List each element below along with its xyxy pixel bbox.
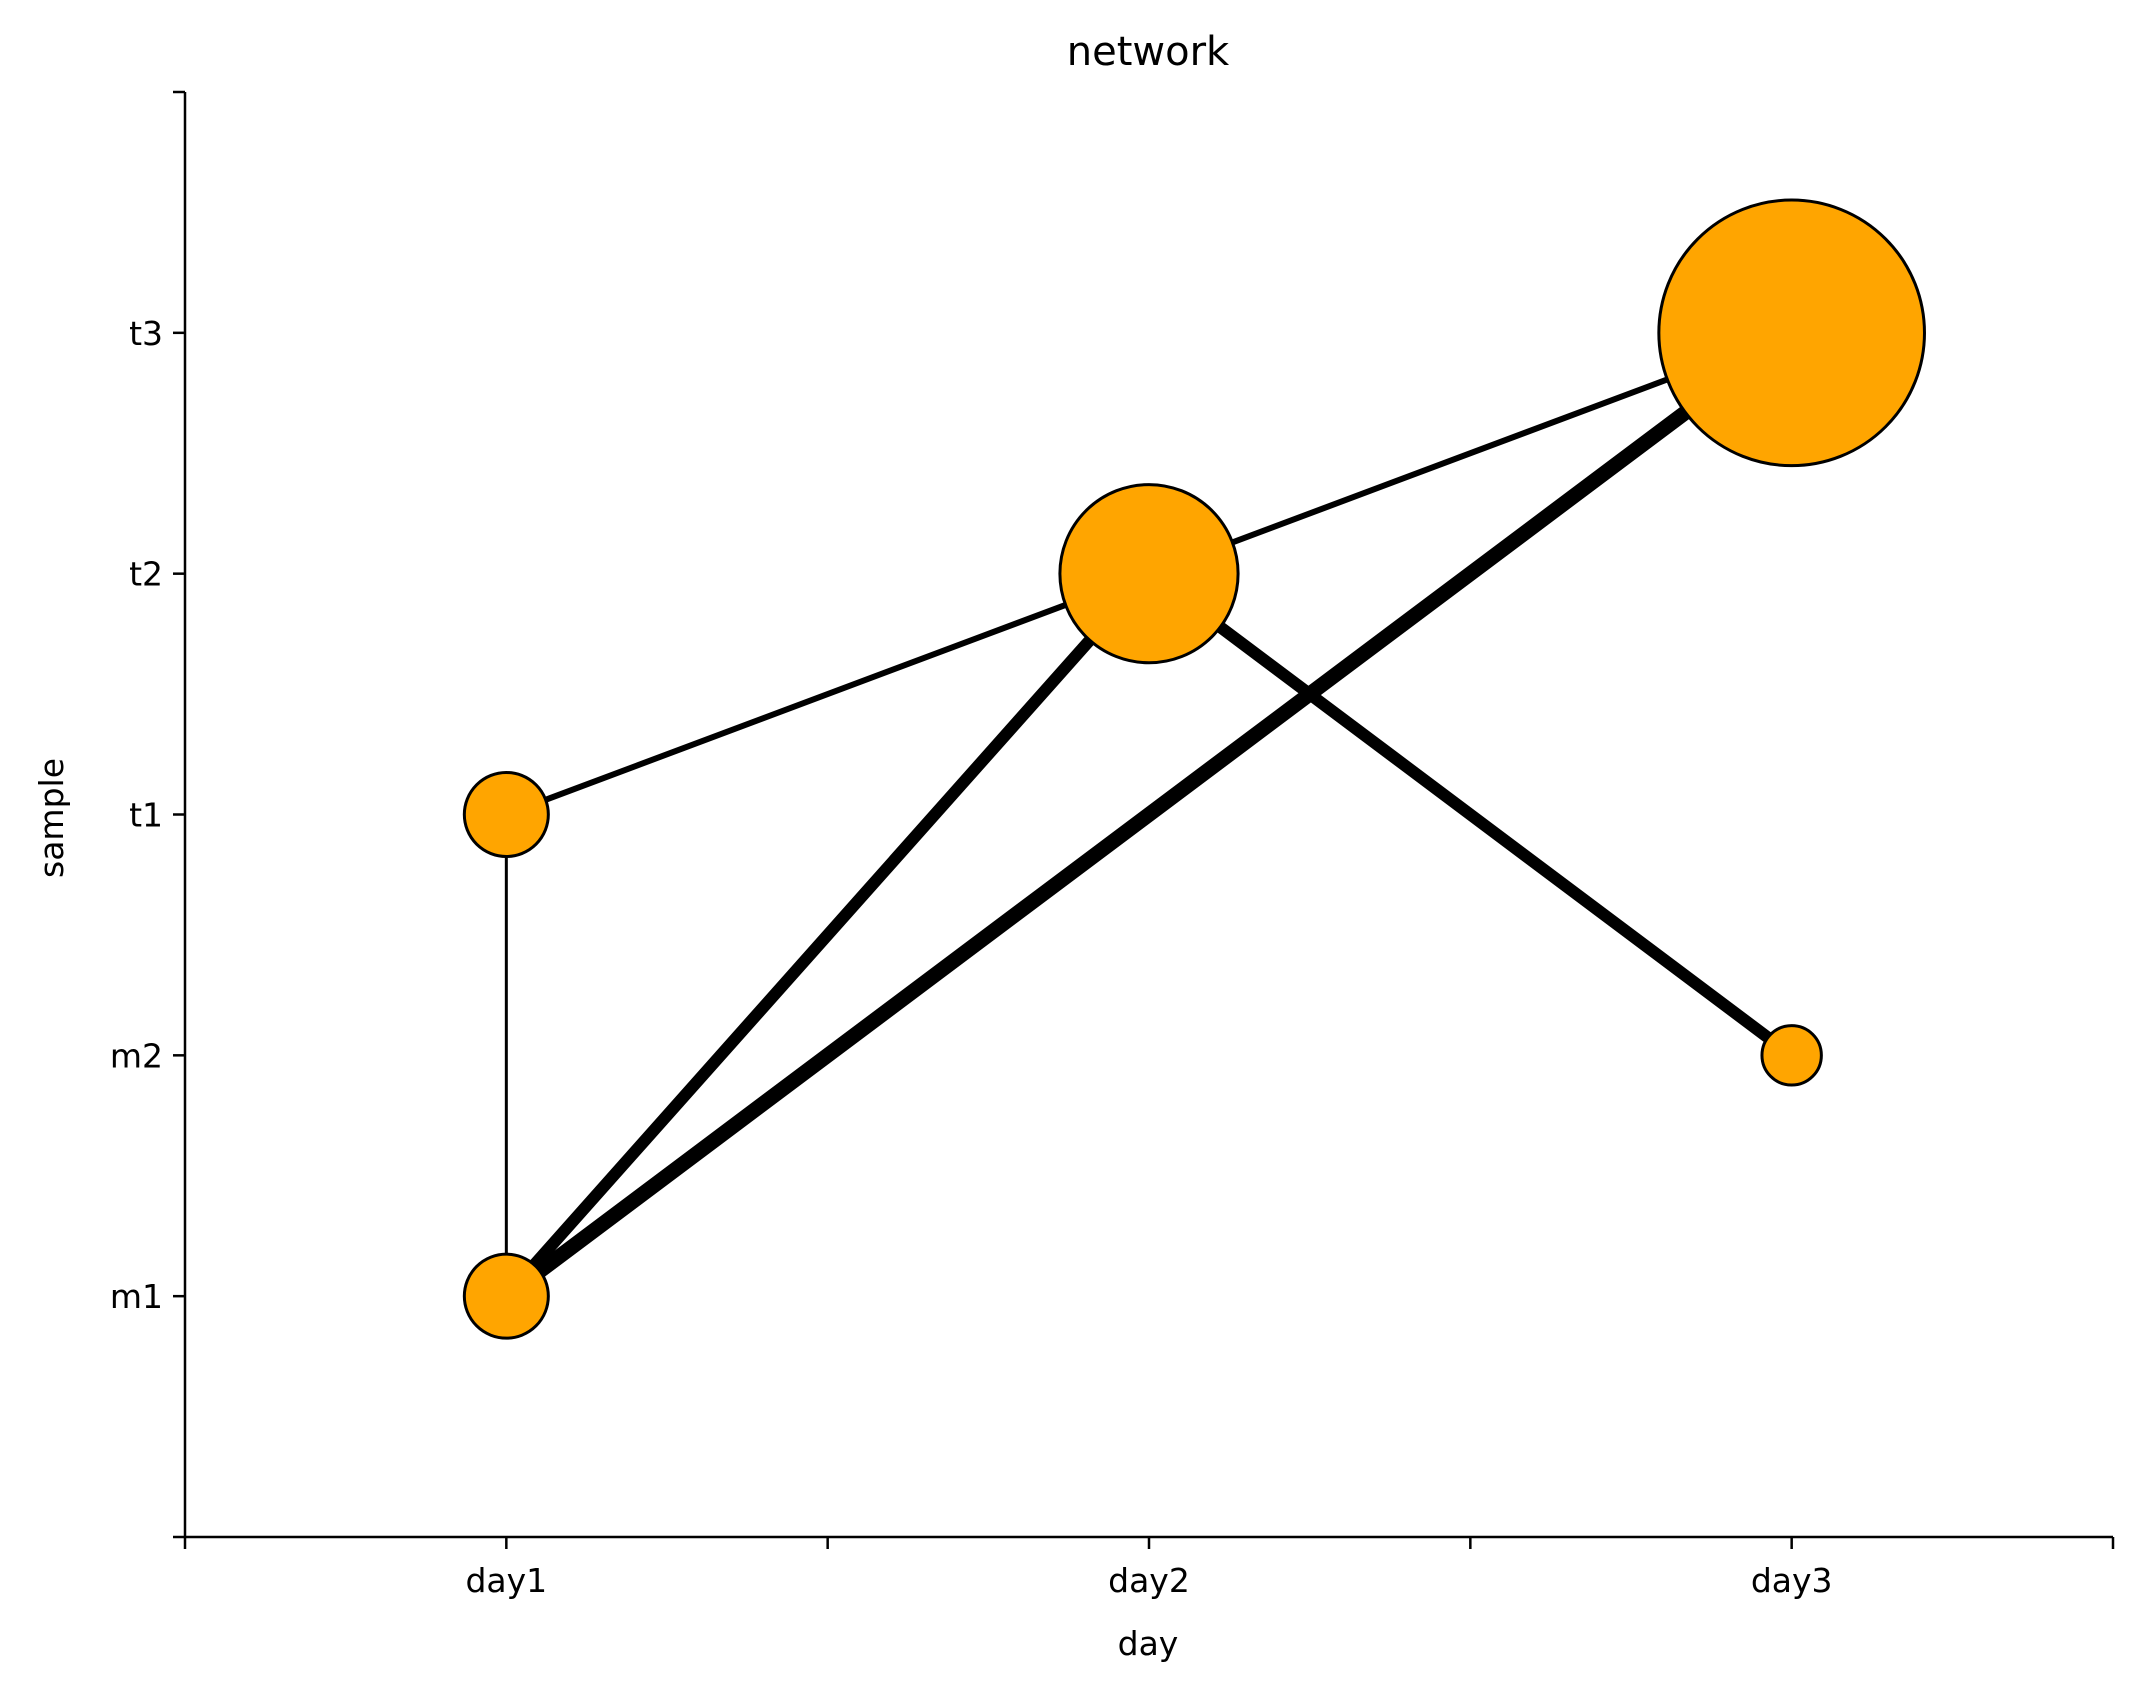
node-day1-m1 [462,1252,550,1340]
y-tick-label-t3: t3 [129,314,163,353]
edges-layer [498,325,1800,1304]
edge-1 [503,570,1152,818]
x-axis-title: day [1118,1624,1179,1663]
nodes-layer [462,198,1926,1340]
edge-4 [498,325,1800,1304]
edge-3 [500,567,1155,1303]
y-axis-title: sample [32,758,71,878]
x-tick-label-day3: day3 [1751,1561,1833,1600]
y-tick-label-t1: t1 [129,796,163,835]
node-day1-t1 [462,771,550,858]
edge-5 [1143,567,1798,1062]
node-day3-m2 [1760,1024,1823,1087]
y-tick-label-m1: m1 [110,1277,163,1316]
node-day2-t2 [1058,483,1240,665]
x-tick-label-day1: day1 [465,1561,547,1600]
y-axis-ticks: m1 m2 t1 t2 t3 [110,90,185,1539]
node-day3-t3 [1657,198,1926,468]
x-axis-ticks: day1 day2 day3 [183,1537,2115,1600]
y-tick-label-m2: m2 [110,1036,163,1075]
x-tick-label-day2: day2 [1108,1561,1190,1600]
y-tick-label-t2: t2 [129,555,163,594]
chart-title: network [1067,29,1230,75]
